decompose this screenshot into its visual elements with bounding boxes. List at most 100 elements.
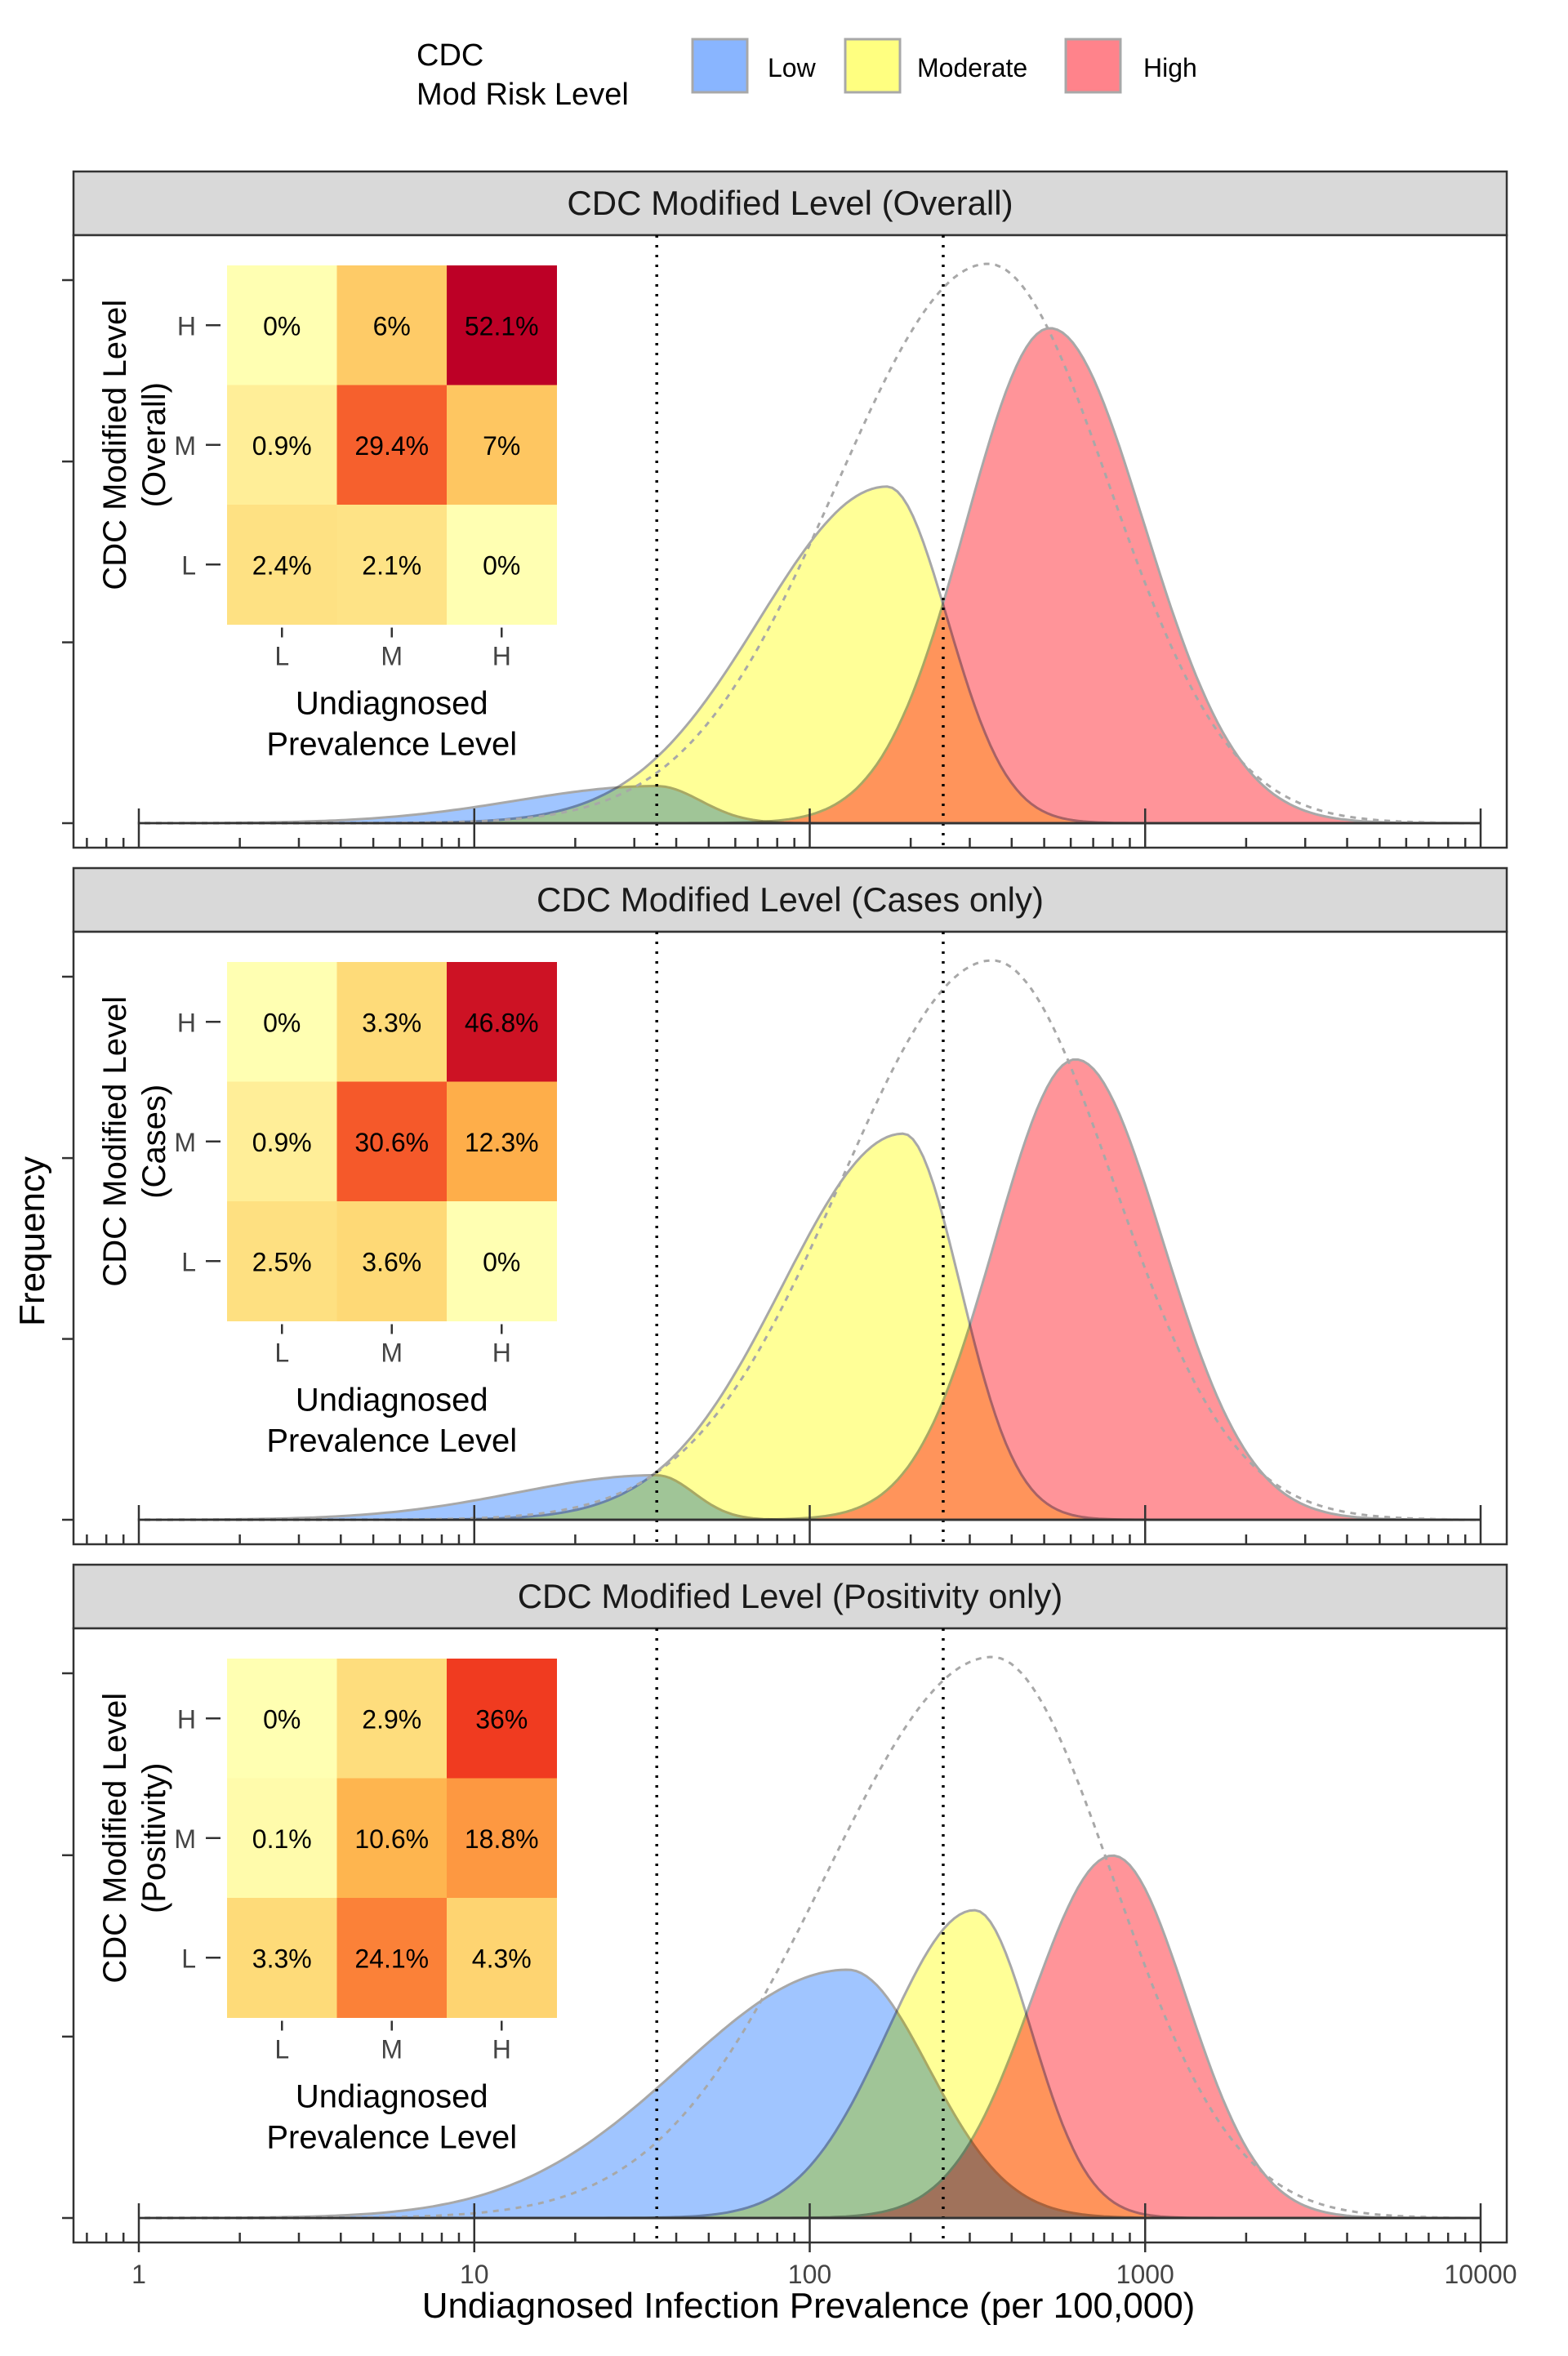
x-tick-label: 1 bbox=[131, 2260, 146, 2289]
heatmap-cell bbox=[227, 385, 337, 505]
heatmap-row-label: H bbox=[177, 1008, 196, 1037]
x-tick-label: 1000 bbox=[1116, 2260, 1174, 2289]
panel-strip bbox=[72, 1563, 1508, 1630]
heatmap-cell-label: 0% bbox=[263, 311, 301, 341]
heatmap-cell-label: 0% bbox=[483, 550, 520, 580]
panel-title: CDC Modified Level (Positivity only) bbox=[518, 1577, 1063, 1615]
legend-label-high: High bbox=[1143, 53, 1197, 82]
heatmap-cell bbox=[447, 1081, 557, 1202]
heatmap-col-label: M bbox=[381, 1338, 403, 1368]
heatmap-cell bbox=[447, 1898, 557, 2018]
legend-label-moderate: Moderate bbox=[917, 53, 1027, 82]
heatmap-cell bbox=[447, 962, 557, 1082]
inset-heatmap: 0% 2.9% 36% 0.1% 10.6% 18.8% 3.3% 24.1% 4.3% H M L L… bbox=[97, 1659, 557, 2156]
heatmap-xlabel: Undiagnosed Prevalence Level bbox=[266, 686, 517, 763]
heatmap-cell-label: 4.3% bbox=[472, 1944, 532, 1973]
heatmap-cell-label: 18.8% bbox=[465, 1824, 539, 1854]
heatmap-cell-label: 2.1% bbox=[362, 550, 421, 580]
heatmap-ylabel-line: CDC Modified Level bbox=[97, 996, 133, 1287]
heatmap-col-label: L bbox=[274, 1338, 289, 1368]
heatmap-cell bbox=[336, 962, 448, 1082]
heatmap-row-label: M bbox=[174, 1824, 196, 1854]
x-tick-label: 10000 bbox=[1445, 2260, 1517, 2289]
total-density-dashed bbox=[139, 262, 1481, 825]
heatmap-ylabel: CDC Modified Level (Overall) bbox=[97, 300, 172, 590]
panel-title: CDC Modified Level (Overall) bbox=[567, 184, 1013, 222]
heatmap-ylabel: CDC Modified Level (Positivity) bbox=[97, 1693, 172, 1984]
heatmap-cell bbox=[447, 505, 557, 625]
heatmap-cell bbox=[447, 1201, 557, 1321]
heatmap-cell bbox=[227, 1898, 337, 2018]
legend-swatch-moderate bbox=[844, 38, 902, 94]
heatmap-cell bbox=[336, 505, 448, 625]
heatmap-cell-label: 6% bbox=[373, 311, 411, 341]
heatmap-ylabel-line: (Positivity) bbox=[136, 1763, 172, 1913]
heatmap-cell-label: 2.5% bbox=[252, 1247, 312, 1276]
heatmap-col-label: L bbox=[274, 2035, 289, 2064]
heatmap-cell-label: 46.8% bbox=[465, 1008, 539, 1037]
heatmap-col-label: H bbox=[492, 642, 511, 671]
legend-title-line: CDC bbox=[416, 38, 483, 73]
heatmap-row-label: M bbox=[174, 1128, 196, 1157]
heatmap-row-label: L bbox=[181, 1247, 196, 1276]
heatmap-cell-label: 30.6% bbox=[354, 1128, 429, 1157]
heatmap-cell-label: 3.3% bbox=[362, 1008, 421, 1037]
heatmap-xlabel-line: Prevalence Level bbox=[266, 1423, 517, 1459]
heatmap-cell-label: 3.3% bbox=[252, 1944, 312, 1973]
heatmap-ylabel-line: (Overall) bbox=[136, 382, 172, 507]
heatmap-cell bbox=[227, 1659, 337, 1779]
heatmap-xlabel-line: Undiagnosed bbox=[296, 2079, 488, 2115]
heatmap-cell bbox=[447, 1778, 557, 1899]
heatmap-cell bbox=[227, 265, 337, 385]
heatmap-cell bbox=[447, 265, 557, 385]
inset-heatmap: 0% 3.3% 46.8% 0.9% 30.6% 12.3% 2.5% 3.6% 0% H M L L M… bbox=[97, 962, 557, 1459]
heatmap-xlabel: Undiagnosed Prevalence Level bbox=[266, 1383, 517, 1459]
heatmap-xlabel-line: Prevalence Level bbox=[266, 727, 517, 763]
heatmap-cell-label: 12.3% bbox=[465, 1128, 539, 1157]
heatmap-col-label: L bbox=[274, 642, 289, 671]
panel-strip bbox=[72, 170, 1508, 237]
heatmap-cell bbox=[336, 1898, 448, 2018]
heatmap-ylabel: CDC Modified Level (Cases) bbox=[97, 996, 172, 1287]
heatmap-row-label: L bbox=[181, 550, 196, 580]
panel-1: CDC Modified Level (Overall) 0% 6% 52.1% 0.9… bbox=[62, 170, 1508, 849]
legend-title-line: Mod Risk Level bbox=[416, 78, 629, 112]
heatmap-cell bbox=[336, 1201, 448, 1321]
heatmap-col-label: M bbox=[381, 2035, 403, 2064]
x-tick-label: 100 bbox=[788, 2260, 831, 2289]
heatmap-xlabel-line: Prevalence Level bbox=[266, 2120, 517, 2156]
legend-swatch-low bbox=[691, 38, 749, 94]
heatmap-cell-label: 0.1% bbox=[252, 1824, 312, 1854]
x-axis-title: Undiagnosed Infection Prevalence (per 10… bbox=[422, 2286, 1196, 2326]
panel-2: CDC Modified Level (Cases only) 0% 3.3% 46.… bbox=[62, 866, 1508, 1546]
heatmap-cell bbox=[336, 1778, 448, 1899]
heatmap-row-label: H bbox=[177, 1704, 196, 1734]
heatmap-cell-label: 0% bbox=[263, 1008, 301, 1037]
heatmap-cell bbox=[336, 265, 448, 385]
heatmap-ylabel-line: CDC Modified Level bbox=[97, 300, 133, 590]
heatmap-cell-label: 0.9% bbox=[252, 1128, 312, 1157]
heatmap-cell bbox=[227, 1081, 337, 1202]
heatmap-cell bbox=[227, 962, 337, 1082]
heatmap-cell-label: 3.6% bbox=[362, 1247, 421, 1276]
heatmap-cell bbox=[447, 385, 557, 505]
heatmap-cell bbox=[227, 1778, 337, 1899]
heatmap-cell bbox=[447, 1659, 557, 1779]
heatmap-cell bbox=[227, 1201, 337, 1321]
heatmap-cell-label: 0% bbox=[263, 1704, 301, 1734]
x-tick-label: 10 bbox=[460, 2260, 489, 2289]
heatmap-cell-label: 24.1% bbox=[354, 1944, 429, 1973]
heatmap-cell-label: 29.4% bbox=[354, 431, 429, 461]
heatmap-ylabel-line: CDC Modified Level bbox=[97, 1693, 133, 1984]
heatmap-cell-label: 0% bbox=[483, 1247, 520, 1276]
panel-title: CDC Modified Level (Cases only) bbox=[537, 880, 1044, 919]
heatmap-cell-label: 52.1% bbox=[465, 311, 539, 341]
legend-label-low: Low bbox=[768, 53, 817, 82]
heatmap-row-label: L bbox=[181, 1944, 196, 1973]
heatmap-cell-label: 36% bbox=[475, 1704, 528, 1734]
heatmap-cell bbox=[336, 1659, 448, 1779]
heatmap-col-label: M bbox=[381, 642, 403, 671]
heatmap-cell bbox=[336, 385, 448, 505]
